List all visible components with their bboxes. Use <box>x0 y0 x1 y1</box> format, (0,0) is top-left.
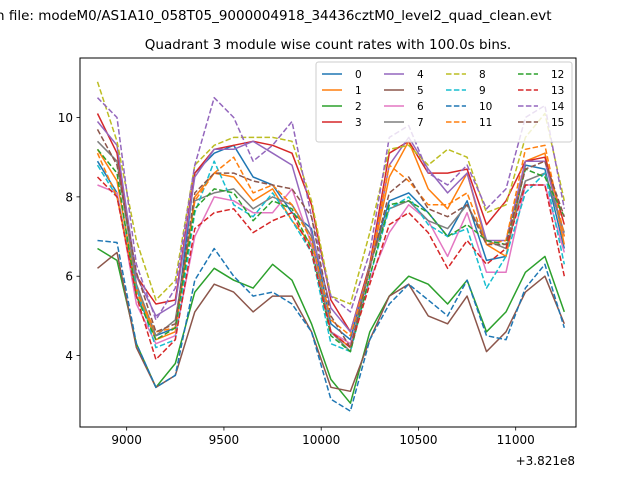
plot-frame <box>79 57 577 428</box>
legend-label-2: 2 <box>355 101 362 113</box>
series-line-14 <box>96 96 566 321</box>
chart-suptitle: n file: modeM0/AS1A10_058T05_9000004918_… <box>0 8 552 24</box>
legend-label-3: 3 <box>355 117 362 129</box>
x-offset-label: +3.821e8 <box>516 454 575 468</box>
y-tick-label: 10 <box>58 111 73 125</box>
series-line-2 <box>97 247 566 404</box>
series-line-10 <box>97 239 566 412</box>
legend-label-10: 10 <box>479 101 492 113</box>
series-line-13 <box>96 176 566 361</box>
legend-label-12: 12 <box>551 69 564 81</box>
legend-frame <box>315 61 573 143</box>
axes-layer: 9000 9500 10000 10500 11000 4 6 8 10 <box>58 111 535 447</box>
legend-label-14: 14 <box>551 101 565 113</box>
y-tick-label: 8 <box>65 190 73 204</box>
x-tick-label: 9000 <box>111 433 142 447</box>
x-tick-label: 9500 <box>209 433 240 447</box>
series-line-15 <box>96 129 566 349</box>
x-tick-label: 10000 <box>302 433 340 447</box>
series-layer <box>96 81 566 412</box>
legend-label-0: 0 <box>355 69 362 81</box>
legend-label-4: 4 <box>417 69 424 81</box>
legend-label-5: 5 <box>417 85 424 97</box>
legend-label-15: 15 <box>551 117 564 129</box>
x-tick-label: 10500 <box>399 433 437 447</box>
y-tick-label: 6 <box>65 270 73 284</box>
legend-label-9: 9 <box>479 85 486 97</box>
x-tick-label: 11000 <box>497 433 535 447</box>
legend-label-6: 6 <box>417 101 424 113</box>
y-tick-label: 4 <box>65 349 73 363</box>
legend-label-7: 7 <box>417 117 424 129</box>
series-line-8 <box>96 81 566 305</box>
series-line-12 <box>96 148 565 353</box>
legend-label-8: 8 <box>479 69 486 81</box>
legend-label-13: 13 <box>551 85 564 97</box>
legend-label-1: 1 <box>355 85 362 97</box>
chart-title: Quadrant 3 module wise count rates with … <box>145 37 511 53</box>
legend-label-11: 11 <box>479 117 492 129</box>
